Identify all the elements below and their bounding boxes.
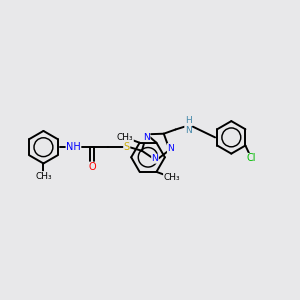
Text: N: N (152, 154, 158, 163)
Text: CH₃: CH₃ (164, 173, 180, 182)
Text: Cl: Cl (246, 153, 256, 164)
Text: NH: NH (66, 142, 81, 152)
Text: CH₃: CH₃ (117, 133, 134, 142)
Text: O: O (88, 162, 96, 172)
Text: H
N: H N (185, 116, 191, 135)
Text: CH₃: CH₃ (35, 172, 52, 181)
Text: N: N (143, 133, 150, 142)
Text: S: S (124, 142, 130, 152)
Text: N: N (167, 144, 174, 153)
